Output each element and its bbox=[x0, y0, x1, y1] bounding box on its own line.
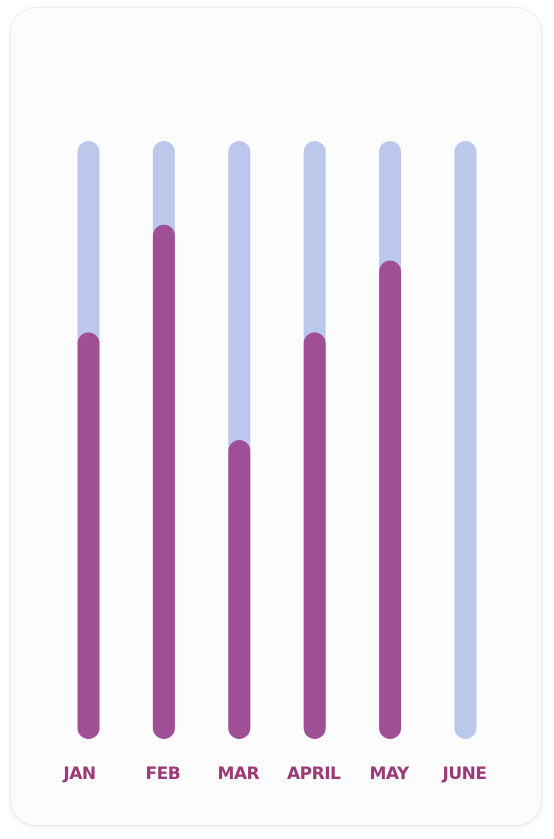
bar-feb bbox=[152, 224, 175, 740]
tick-label-june: JUNE bbox=[442, 764, 487, 784]
tick-label-jan: JAN bbox=[62, 764, 95, 784]
bar-jan bbox=[77, 332, 100, 739]
bar-fills bbox=[77, 224, 402, 740]
bar-april bbox=[303, 332, 326, 739]
bar-may bbox=[379, 260, 402, 739]
bar-mar bbox=[228, 440, 251, 739]
tick-label-april: APRIL bbox=[287, 764, 341, 784]
bar-track-june bbox=[454, 141, 477, 739]
tick-label-may: MAY bbox=[369, 764, 409, 784]
month-labels: JAN FEB MAR APRIL MAY JUNE bbox=[62, 764, 487, 784]
tick-label-feb: FEB bbox=[146, 764, 181, 784]
bar-tracks bbox=[77, 141, 477, 739]
tick-label-mar: MAR bbox=[217, 764, 259, 784]
